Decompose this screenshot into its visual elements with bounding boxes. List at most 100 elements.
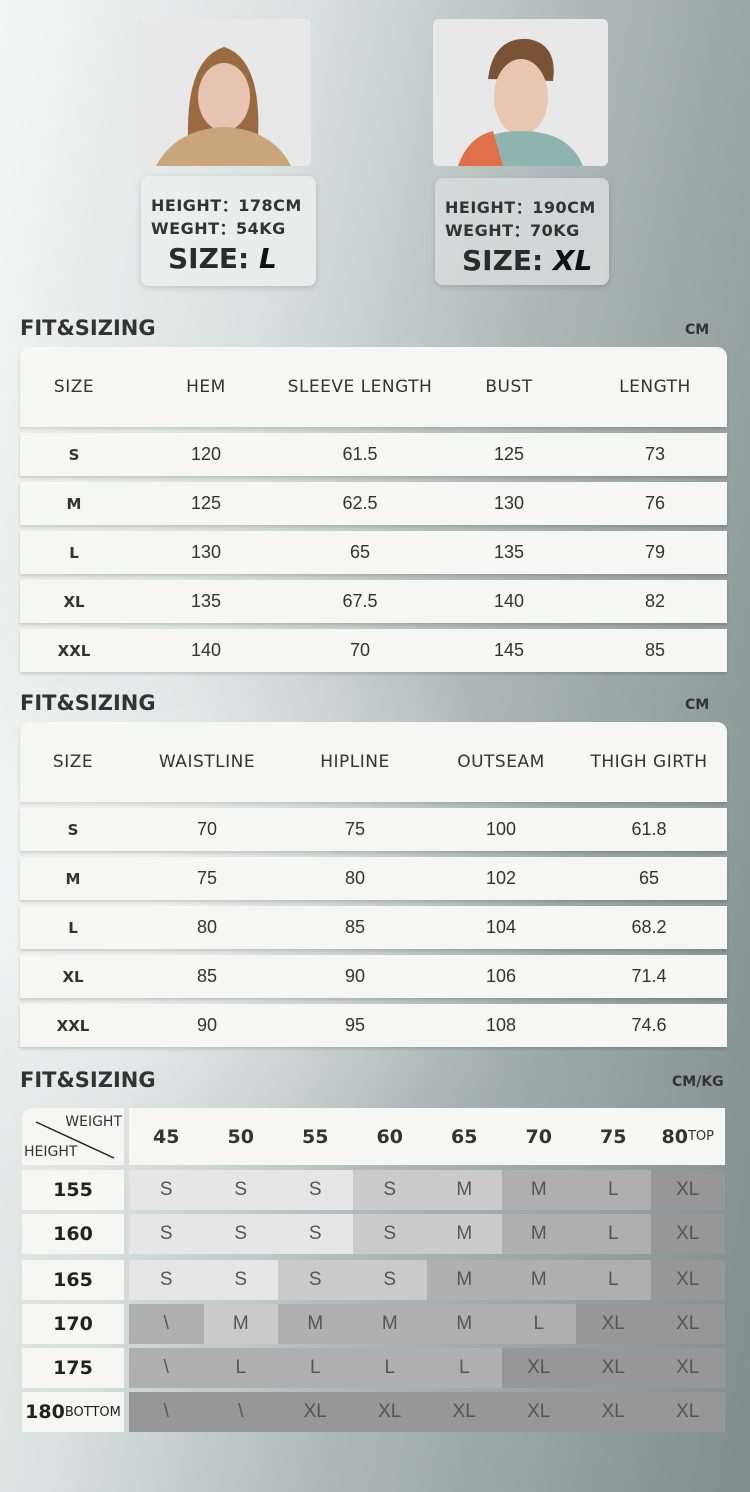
weight-header: 65 bbox=[427, 1108, 502, 1165]
size-cell: S bbox=[68, 445, 80, 464]
size-cell: S bbox=[203, 1170, 278, 1210]
size-cell: XL bbox=[427, 1392, 502, 1432]
weight-header: 80 TOP bbox=[651, 1108, 726, 1165]
size-cell: S bbox=[129, 1214, 204, 1254]
value-cell: 75 bbox=[344, 819, 366, 839]
table-row: S 70 75 100 61.8 bbox=[20, 808, 727, 851]
model-size: L bbox=[258, 242, 277, 275]
size-cell: M bbox=[501, 1214, 576, 1254]
size-cell: L bbox=[576, 1214, 651, 1254]
top_table-header: SIZE HEM SLEEVE LENGTH BUST LENGTH bbox=[20, 347, 727, 427]
height-label: 170 bbox=[22, 1304, 124, 1344]
value-cell: 71.4 bbox=[631, 966, 667, 986]
table-row: L 130 65 135 79 bbox=[20, 531, 727, 574]
model-photo-male bbox=[433, 19, 608, 166]
value-cell: 130 bbox=[493, 493, 525, 513]
table-row: M 125 62.5 130 76 bbox=[20, 482, 727, 525]
value-cell: 61.8 bbox=[631, 819, 667, 839]
size-cell: XL bbox=[352, 1392, 427, 1432]
value-cell: 135 bbox=[493, 542, 525, 562]
column-header: WAISTLINE bbox=[158, 752, 256, 772]
size-cell: XL bbox=[576, 1392, 651, 1432]
column-header: SIZE bbox=[53, 377, 95, 397]
size-cell: S bbox=[203, 1260, 278, 1300]
height-label: 175 bbox=[22, 1348, 124, 1388]
weight-header: 60 bbox=[353, 1108, 428, 1165]
size-cell: S bbox=[67, 820, 79, 839]
height-label: 160 bbox=[22, 1214, 124, 1254]
height-value: 155 bbox=[53, 1179, 93, 1201]
size-cell: M bbox=[66, 494, 82, 513]
value-cell: 75 bbox=[196, 868, 218, 888]
size-cell: L bbox=[427, 1348, 502, 1388]
table-row: XXL 90 95 108 74.6 bbox=[20, 1004, 727, 1047]
bottom_table-header: SIZE WAISTLINE HIPLINE OUTSEAM THIGH GIRTH bbox=[20, 722, 727, 802]
size-cell: S bbox=[352, 1260, 427, 1300]
weight-header: 75 bbox=[576, 1108, 651, 1165]
size-cell: XL bbox=[650, 1304, 725, 1344]
size-cell: S bbox=[278, 1214, 353, 1254]
size-cell: L bbox=[68, 918, 78, 937]
size-cell: XL bbox=[278, 1392, 353, 1432]
size-label: SIZE: bbox=[168, 242, 250, 275]
column-header: LENGTH bbox=[619, 377, 691, 397]
size-cell: \ bbox=[129, 1392, 204, 1432]
size-cell: M bbox=[203, 1304, 278, 1344]
size-cell: S bbox=[278, 1170, 353, 1210]
table-row: M 75 80 102 65 bbox=[20, 857, 727, 900]
size-cell: \ bbox=[129, 1348, 204, 1388]
table-row: XL 135 67.5 140 82 bbox=[20, 580, 727, 623]
size-cell: M bbox=[427, 1260, 502, 1300]
value-cell: 125 bbox=[493, 444, 525, 464]
weight-value: 55 bbox=[302, 1125, 329, 1148]
size-cell: L bbox=[278, 1348, 353, 1388]
value-cell: 145 bbox=[493, 640, 525, 660]
value-cell: 135 bbox=[190, 591, 222, 611]
weight-header: 50 bbox=[204, 1108, 279, 1165]
size-cell: L bbox=[69, 543, 79, 562]
value-cell: 85 bbox=[644, 640, 666, 660]
weight-value: 60 bbox=[376, 1125, 403, 1148]
weight-value: 70 bbox=[525, 1125, 552, 1148]
value-cell: 102 bbox=[485, 868, 517, 888]
value-cell: 61.5 bbox=[342, 444, 378, 464]
value-cell: 79 bbox=[644, 542, 666, 562]
size-label: SIZE: bbox=[462, 244, 544, 277]
weight-suffix: TOP bbox=[687, 1129, 714, 1144]
size-cell: XL bbox=[650, 1214, 725, 1254]
weight-header: 45 bbox=[129, 1108, 204, 1165]
weight-header: 70 bbox=[502, 1108, 577, 1165]
size-cell: S bbox=[129, 1260, 204, 1300]
column-header: HEM bbox=[186, 377, 226, 397]
height-label: 155 bbox=[22, 1170, 124, 1210]
unit-label: CM bbox=[685, 697, 710, 713]
weight-value: 75 bbox=[600, 1125, 627, 1148]
section-title: FIT&SIZING bbox=[20, 1068, 156, 1092]
size-cell: XXL bbox=[56, 1016, 90, 1035]
height-value: 165 bbox=[53, 1269, 93, 1291]
weight-value: 65 bbox=[451, 1125, 478, 1148]
value-cell: 120 bbox=[190, 444, 222, 464]
value-cell: 73 bbox=[644, 444, 666, 464]
height-label: 165 bbox=[22, 1260, 124, 1300]
column-header: OUTSEAM bbox=[457, 752, 545, 772]
section-title: FIT&SIZING bbox=[20, 691, 156, 715]
size-cell: M bbox=[278, 1304, 353, 1344]
column-header: SIZE bbox=[52, 752, 94, 772]
model-photo-female bbox=[136, 19, 311, 166]
column-header: BUST bbox=[485, 377, 533, 397]
section-title: FIT&SIZING bbox=[20, 316, 156, 340]
size-cell: S bbox=[129, 1170, 204, 1210]
value-cell: 65 bbox=[638, 868, 660, 888]
value-cell: 140 bbox=[493, 591, 525, 611]
value-cell: 76 bbox=[644, 493, 666, 513]
value-cell: 90 bbox=[196, 1015, 218, 1035]
unit-label: CM bbox=[685, 322, 710, 338]
value-cell: 104 bbox=[485, 917, 517, 937]
size-cell: XL bbox=[63, 592, 85, 611]
size-cell: S bbox=[203, 1214, 278, 1254]
weight-value: 50 bbox=[227, 1125, 254, 1148]
model-height: HEIGHT：178CM bbox=[151, 196, 302, 215]
size-cell: M bbox=[427, 1214, 502, 1254]
value-cell: 100 bbox=[485, 819, 517, 839]
